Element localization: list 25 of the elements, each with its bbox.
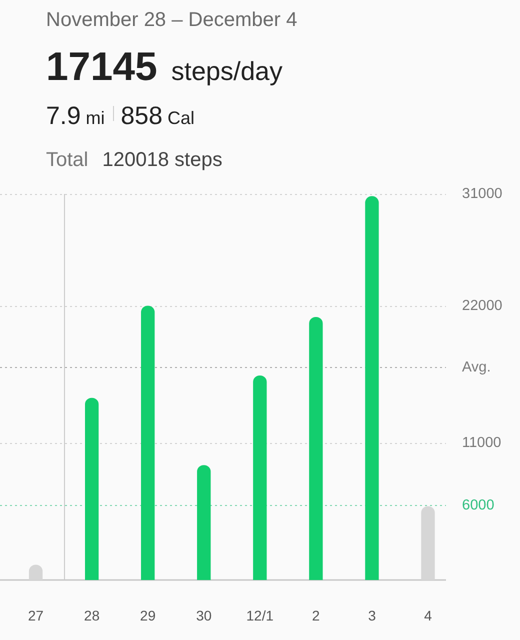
chart-subtitle: 17145 steps/day [46,45,283,89]
x-tick-label: 4 [424,607,432,624]
x-tick-label: 12/1 [246,607,274,624]
x-tick-label: 29 [140,607,156,624]
ref-line-label: 6000 [462,498,494,514]
bar [309,316,323,580]
text: 858 Cal [120,102,194,130]
x-tick-label: 28 [84,607,100,624]
bar [421,506,435,580]
bar [141,306,155,580]
bar [253,375,267,580]
text: Total 120018 steps [46,149,222,171]
x-tick-label: 30 [196,607,212,624]
ref-line-label: Avg. [462,360,491,376]
y-tick-label: 31000 [462,186,502,202]
x-tick-label: 3 [368,607,376,624]
y-tick-label: 11000 [462,435,502,452]
bar [197,465,211,580]
bar [84,398,99,580]
chart-title: November 28 – December 4 [46,9,298,32]
y-tick-label: 22000 [462,298,502,314]
x-tick-label: 27 [28,607,44,624]
bar [365,196,379,580]
x-tick-label: 2 [312,607,320,624]
text: 7.9 mi [46,102,105,130]
